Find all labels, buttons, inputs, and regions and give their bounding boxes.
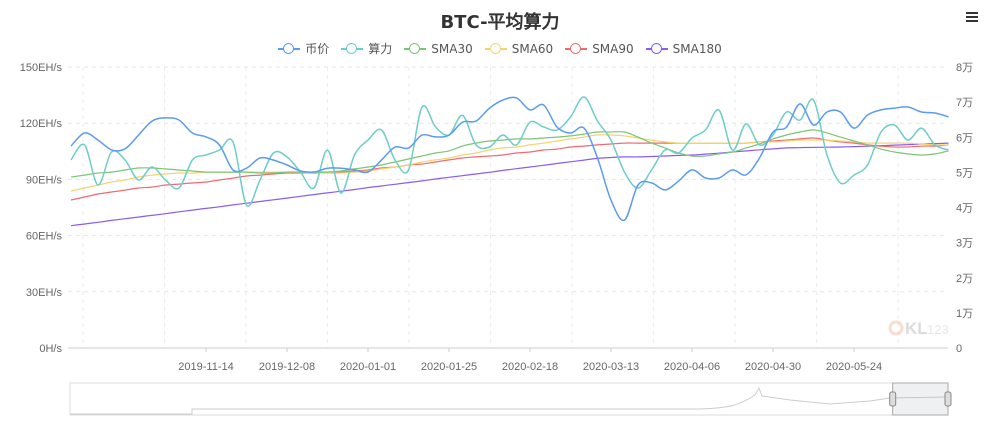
slider-overview-line — [70, 386, 949, 415]
hamburger-menu-icon[interactable] — [966, 12, 978, 24]
legend-label: SMA30 — [431, 41, 473, 56]
y-right-tick-label: 0 — [956, 343, 962, 355]
axes: 0H/s 30EH/s 60EH/s 90EH/s 120EH/s 150EH/s 0 1万 2… — [20, 62, 973, 373]
legend-marker-icon — [404, 42, 427, 55]
legend-item[interactable]: 币价 — [278, 40, 329, 57]
legend-label: 算力 — [368, 42, 393, 56]
y-right-tick-label: 7万 — [956, 97, 973, 109]
legend-item[interactable]: SMA90 — [565, 40, 634, 57]
x-tick-label: 2020-01-25 — [421, 361, 477, 373]
slider-handle-right[interactable] — [944, 391, 952, 407]
legend-label: SMA90 — [592, 41, 634, 56]
y-right-tick-label: 2万 — [956, 273, 973, 285]
series-line-算力 — [70, 96, 949, 207]
legend-item[interactable]: 算力 — [341, 40, 392, 57]
legend-marker-icon — [565, 42, 588, 55]
y-right-tick-label: 6万 — [956, 132, 973, 144]
data-zoom-slider[interactable] — [69, 382, 952, 416]
slider-handle-left[interactable] — [889, 391, 897, 407]
x-tick-label: 2020-01-01 — [340, 361, 396, 373]
series-line-币价 — [70, 96, 949, 222]
legend-label: SMA60 — [511, 41, 554, 56]
y-right-tick-label: 1万 — [956, 308, 973, 320]
y-left-tick-label: 0H/s — [39, 343, 62, 355]
series-line-sma90 — [70, 137, 949, 201]
y-right-tick-label: 3万 — [956, 238, 973, 250]
y-right-tick-label: 5万 — [956, 167, 973, 179]
y-right-tick-label: 4万 — [956, 203, 973, 215]
series-line-sma180 — [70, 142, 949, 227]
svg-text:KL: KL — [905, 319, 928, 338]
legend-marker-icon — [645, 42, 668, 55]
x-tick-label: 2020-05-24 — [826, 361, 882, 373]
legend-marker-icon — [341, 42, 364, 55]
chart-title: BTC-平均算力 — [440, 12, 560, 33]
qkl123-watermark-logo: KL 123 — [888, 319, 949, 338]
legend-label: SMA180 — [672, 41, 722, 56]
series-line-sma30 — [70, 129, 949, 178]
y-left-tick-label: 150EH/s — [20, 62, 63, 74]
grid — [68, 66, 948, 348]
y-left-tick-label: 120EH/s — [20, 118, 63, 130]
x-tick-label: 2019-12-08 — [259, 361, 315, 373]
legend-label: 币价 — [305, 42, 330, 56]
y-left-tick-label: 90EH/s — [26, 174, 63, 186]
x-tick-label: 2019-11-14 — [178, 361, 233, 373]
x-tick-label: 2020-02-18 — [502, 361, 558, 373]
y-left-tick-label: 60EH/s — [26, 231, 63, 243]
x-tick-label: 2020-04-30 — [745, 361, 801, 373]
legend: 币价 算力 SMA30 SMA60 SMA90 SMA180 — [0, 40, 1000, 57]
legend-item[interactable]: SMA180 — [645, 40, 722, 57]
series-lines — [70, 96, 949, 227]
x-tick-label: 2020-04-06 — [664, 361, 720, 373]
slider-track[interactable] — [69, 382, 949, 416]
legend-item[interactable]: SMA30 — [404, 40, 473, 57]
svg-text:123: 123 — [927, 322, 949, 337]
x-tick-label: 2020-03-13 — [583, 361, 639, 373]
slider-selected-window[interactable] — [892, 382, 949, 416]
legend-marker-icon — [278, 42, 301, 55]
y-right-tick-label: 8万 — [956, 62, 973, 74]
legend-item[interactable]: SMA60 — [484, 40, 554, 57]
legend-marker-icon — [484, 42, 507, 55]
y-left-tick-label: 30EH/s — [26, 287, 63, 299]
